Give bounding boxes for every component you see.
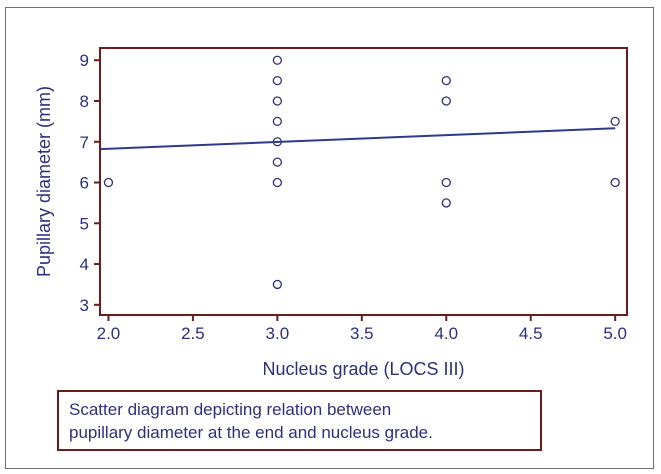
data-point — [272, 157, 283, 167]
data-point — [272, 55, 283, 65]
y-tick-label: 8 — [80, 92, 89, 111]
data-point — [272, 75, 283, 86]
x-axis-label: Nucleus grade (LOCS III) — [262, 359, 464, 379]
y-axis-tick-labels: 3 4 5 6 7 8 9 — [80, 51, 89, 315]
data-points — [103, 55, 620, 290]
data-point — [610, 116, 620, 127]
data-point — [441, 198, 451, 208]
data-point — [103, 177, 114, 188]
y-tick-label: 3 — [80, 296, 89, 315]
y-tick-label: 7 — [80, 133, 89, 152]
data-point — [441, 96, 451, 106]
x-tick-label: 4.5 — [519, 324, 543, 343]
x-tick-label: 3.5 — [350, 324, 374, 343]
x-tick-label: 2.0 — [97, 324, 121, 343]
y-tick-label: 5 — [80, 214, 89, 233]
data-point — [272, 116, 283, 127]
caption-line-1: Scatter diagram depicting relation betwe… — [69, 400, 392, 419]
data-point — [610, 177, 620, 188]
y-tick-label: 9 — [80, 51, 89, 70]
y-tick-label: 4 — [80, 255, 89, 274]
y-tick-label: 6 — [80, 174, 89, 193]
data-point — [272, 279, 283, 290]
x-tick-label: 2.5 — [181, 324, 205, 343]
data-point — [272, 96, 283, 106]
plot-area-frame — [99, 47, 628, 316]
x-tick-label: 4.0 — [434, 324, 458, 343]
data-point — [441, 177, 451, 188]
x-tick-label: 3.0 — [266, 324, 290, 343]
data-point — [441, 75, 451, 86]
caption-line-2: pupillary diameter at the end and nucleu… — [69, 423, 433, 442]
data-point — [272, 177, 283, 188]
y-axis-label: Pupillary diameter (mm) — [34, 86, 54, 277]
x-tick-label: 5.0 — [603, 324, 627, 343]
x-axis-tick-labels: 2.0 2.5 3.0 3.5 4.0 4.5 5.0 — [97, 324, 627, 343]
figure-caption: Scatter diagram depicting relation betwe… — [57, 390, 542, 451]
regression-line — [99, 127, 616, 151]
